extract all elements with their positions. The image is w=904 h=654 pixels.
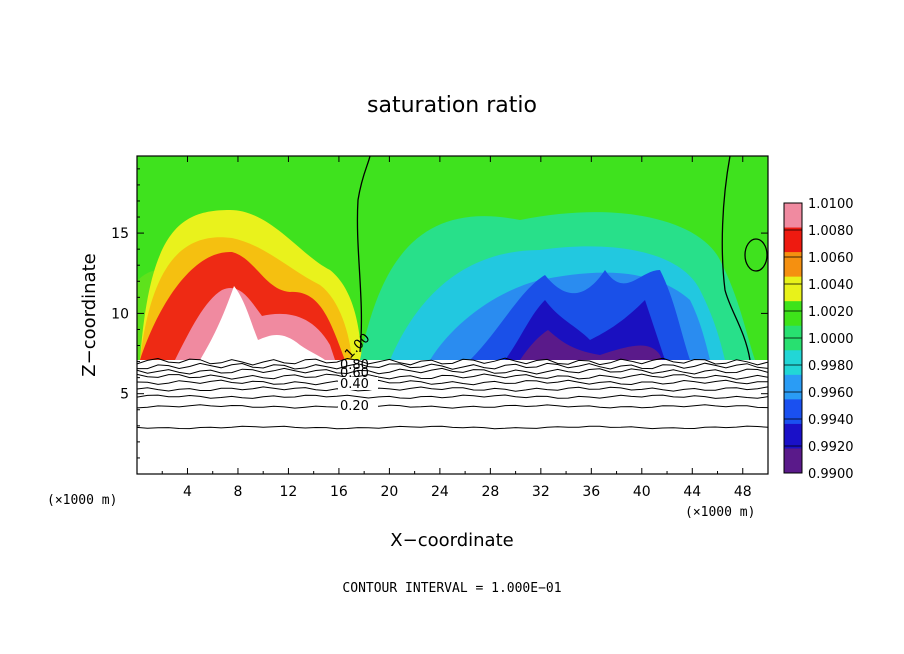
lower-layer [137,360,768,474]
colorbar-swatch [784,252,802,278]
contour-label-0.60: 0.60 [340,366,369,381]
contour-line [137,379,768,386]
x-tick-label: 24 [431,484,449,500]
x-tick-label: 12 [280,484,298,500]
x-tick-label: 40 [633,484,651,500]
x-axis-ticks: 4 8 12 16 20 24 28 32 36 40 44 48 [161,156,752,500]
contour-line [137,362,768,370]
contour-1.00-loop [744,238,768,272]
contour-1.00-right [721,156,751,361]
contour-label-bg-0.40 [338,377,378,390]
colorbar: 0.9900 0.9920 0.9940 0.9960 0.9980 1.0000 1.00… [783,197,854,482]
colorbar-label: 0.9960 [808,386,854,401]
x-unit-left: (×1000 m) [47,493,117,508]
contour-label-0.40: 0.40 [340,377,369,392]
x-tick-label: 16 [330,484,348,500]
x-tick-label: 36 [582,484,600,500]
colorbar-label: 0.9920 [808,440,854,455]
x-tick-label: 32 [532,484,550,500]
y-tick-label: 15 [111,226,129,242]
contour-line [137,404,768,409]
colorbar-swatch [784,301,802,327]
colorbar-label: 1.0060 [808,251,854,266]
colorbar-label: 1.0100 [808,197,854,212]
colorbar-label: 0.9900 [808,467,854,482]
chart-title: saturation ratio [367,93,537,118]
colorbar-swatch [784,423,802,449]
x-tick-label: 28 [481,484,499,500]
colorbar-label: 1.0000 [808,332,854,347]
colorbar-swatch [784,203,802,229]
colorbar-swatch [784,276,802,302]
x-tick-label: 48 [734,484,752,500]
colorbar-label: 1.0040 [808,278,854,293]
colorbar-swatch [784,399,802,425]
colorbar-swatch [784,227,802,253]
contour-lines [137,357,768,430]
contour-interval-footer: CONTOUR INTERVAL = 1.000E−01 [342,581,561,596]
contour-label-group: 0.20 0.40 0.60 0.80 1.00 [338,331,378,414]
colorbar-label: 0.9940 [808,413,854,428]
y-tick-label: 10 [111,306,129,322]
contour-1.00-left [356,156,371,353]
contour-line [137,367,768,375]
x-tick-label: 8 [233,484,242,500]
x-tick-label: 4 [183,484,192,500]
plot-field [137,156,768,474]
y-axis-label: Z−coordinate [79,253,100,376]
colorbar-label: 1.0020 [808,305,854,320]
contour-line [137,386,768,392]
contour-label-0.20: 0.20 [340,399,369,414]
contour-line [137,373,768,380]
colorbar-swatch [784,448,802,474]
plot-frame [136,155,769,475]
contour-line [137,357,768,366]
colorbar-label: 0.9980 [808,359,854,374]
contour-line [137,394,768,399]
x-unit-right: (×1000 m) [685,505,755,520]
x-tick-label: 20 [380,484,398,500]
y-axis-ticks: 5 10 15 [111,168,768,459]
colorbar-label: 1.0080 [808,224,854,239]
contour-label-bg-0.20 [338,399,378,413]
colorbar-swatch [784,350,802,376]
colorbar-swatch [784,374,802,400]
field-left-white [200,286,325,360]
x-axis-label: X−coordinate [390,530,513,551]
contour-label-0.80: 0.80 [340,358,369,373]
y-tick-label: 5 [120,387,129,403]
field-right-purple [520,330,662,360]
contour-line [137,425,768,430]
x-tick-label: 44 [683,484,701,500]
